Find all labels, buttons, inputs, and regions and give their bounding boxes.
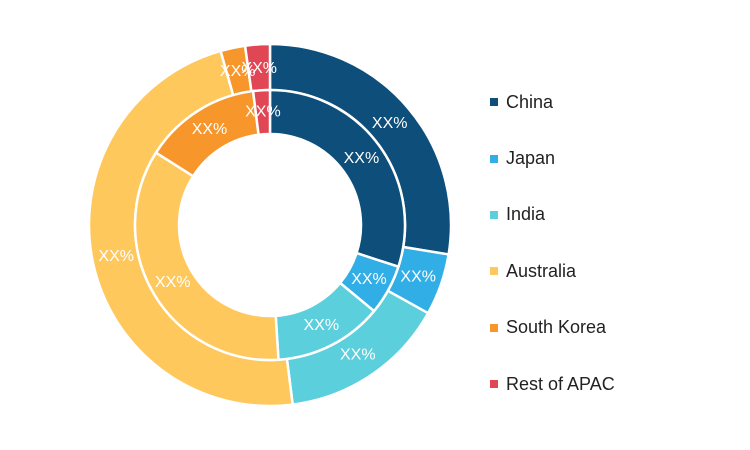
legend-swatch [490, 98, 498, 107]
inner-data-label-rest-of-apac: XX% [245, 104, 281, 121]
legend-label: China [506, 91, 554, 112]
legend-item-south-korea: South Korea [490, 300, 615, 356]
outer-data-label-australia: XX% [98, 248, 134, 265]
legend-swatch [490, 154, 498, 163]
legend-item-australia: Australia [490, 243, 615, 299]
legend-label: Australia [506, 260, 577, 281]
legend-label: Rest of APAC [506, 373, 615, 394]
inner-data-label-india: XX% [304, 317, 340, 334]
inner-ring [133, 88, 407, 362]
inner-data-label-south-korea: XX% [192, 121, 228, 138]
legend-label: South Korea [506, 317, 607, 338]
inner-data-label-china: XX% [344, 150, 380, 167]
inner-slice-australia [133, 151, 280, 362]
legend-item-india: India [490, 187, 615, 243]
inner-data-label-australia: XX% [155, 274, 191, 291]
outer-data-label-japan: XX% [400, 268, 436, 285]
data-label-layer: XX%XX%XX%XX%XX%XX%XX%XX%XX%XX%XX%XX% [98, 60, 436, 364]
outer-data-label-india: XX% [340, 347, 376, 364]
legend-item-japan: Japan [490, 130, 615, 186]
inner-data-label-japan: XX% [351, 271, 387, 288]
outer-data-label-china: XX% [372, 115, 408, 132]
inner-slice-china [268, 88, 407, 268]
legend: China Japan India Australia South Korea Rest … [490, 74, 615, 412]
legend-swatch [490, 210, 498, 219]
legend-label: India [506, 204, 546, 225]
legend-swatch [490, 267, 498, 276]
outer-data-label-south-korea: XX% [220, 63, 256, 80]
legend-item-rest-of-apac: Rest of APAC [490, 356, 615, 412]
legend-item-china: China [490, 74, 615, 130]
legend-label: Japan [506, 148, 556, 169]
inner-slice-rest-of-apac [251, 88, 272, 136]
legend-swatch [490, 323, 498, 332]
outer-data-label-rest-of-apac: XX% [241, 60, 277, 77]
legend-swatch [490, 380, 498, 389]
